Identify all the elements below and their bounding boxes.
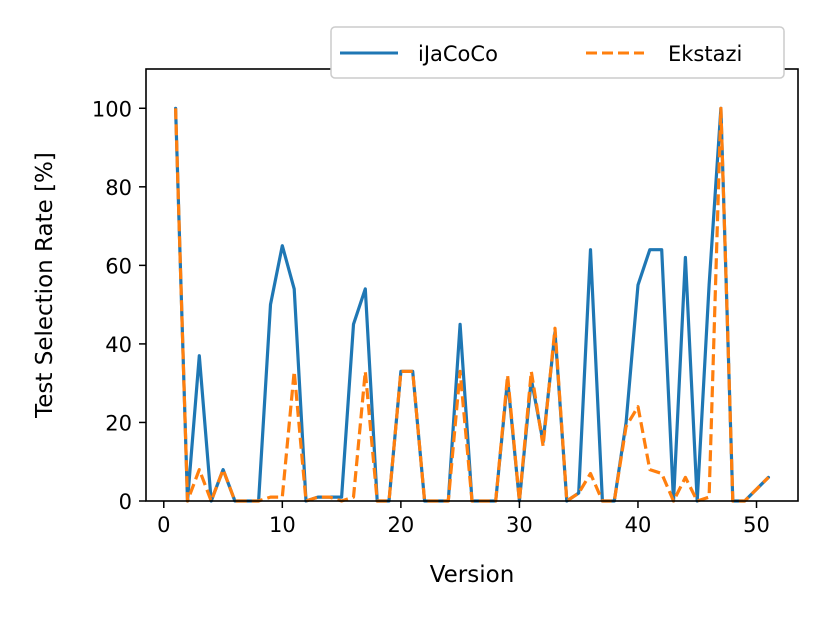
y-axis: 0 20 40 60 80 100 [92,97,146,514]
x-tick-label: 20 [388,513,415,537]
y-tick-label: 0 [119,490,132,514]
x-tick-label: 0 [157,513,170,537]
x-axis: 0 10 20 30 40 50 [157,501,770,537]
legend: iJaCoCo Ekstazi [330,26,785,79]
y-axis-title: Test Selection Rate [%] [32,152,58,419]
x-tick-label: 40 [625,513,652,537]
x-tick-label: 10 [269,513,296,537]
x-tick-label: 50 [743,513,770,537]
y-tick-label: 20 [105,411,132,435]
legend-label-ekstazi: Ekstazi [668,42,742,66]
y-tick-label: 100 [92,97,132,121]
x-axis-title: Version [430,562,515,588]
legend-label-ijacoco: iJaCoCo [418,42,498,66]
y-tick-label: 40 [105,333,132,357]
x-tick-label: 30 [506,513,533,537]
y-tick-label: 60 [105,254,132,278]
legend-box [330,26,785,79]
y-tick-label: 80 [105,176,132,200]
